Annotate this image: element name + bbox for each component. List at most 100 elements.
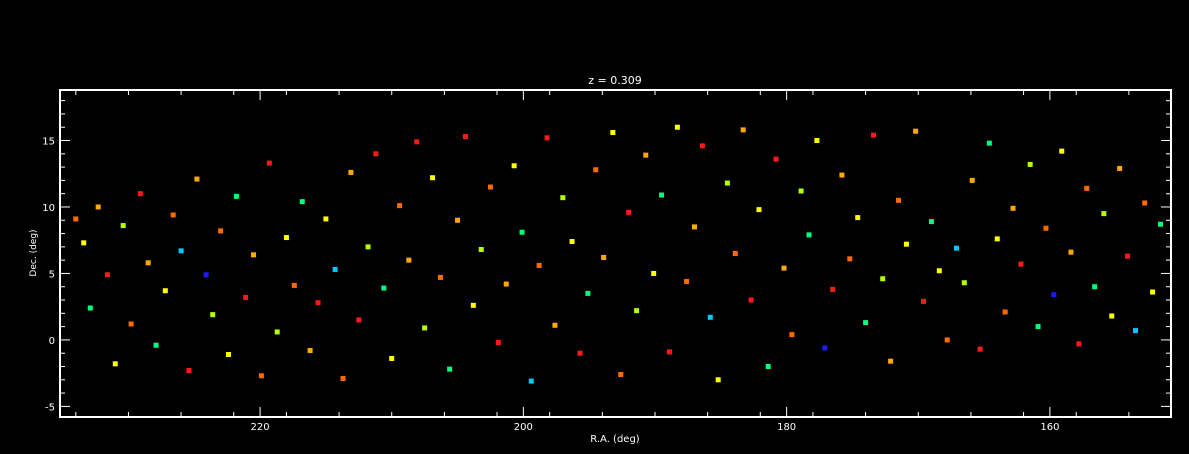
data-point [95,204,101,210]
data-point [186,367,192,373]
data-point [422,325,428,331]
data-point [1051,292,1057,298]
data-point [1027,161,1033,167]
data-point [1084,185,1090,191]
data-point [814,138,820,144]
data-point [389,356,395,362]
data-point [699,143,705,149]
data-point [519,229,525,235]
data-point [789,332,795,338]
data-point [913,128,919,134]
data-point [447,366,453,372]
data-point [1018,261,1024,267]
data-point [1157,221,1163,227]
data-point [936,268,942,274]
data-point [1043,225,1049,231]
data-point [87,305,93,311]
axis-ticks: 220 200 180 160 -5 0 5 10 15 [42,90,1171,433]
data-point [104,272,110,278]
data-point [470,302,476,308]
chart-title: z = 0.309 [588,74,641,87]
data-point [756,207,762,213]
data-point [381,285,387,291]
data-point [406,257,412,263]
data-point [1125,253,1131,259]
data-point [651,270,657,276]
y-axis-label: Dec. (deg) [29,229,39,276]
data-point [798,188,804,194]
data-point [365,244,371,250]
data-point [495,340,501,346]
data-point [414,139,420,145]
data-point [511,163,517,169]
data-point [643,152,649,158]
data-point [194,176,200,182]
data-point [1068,249,1074,255]
data-point [251,252,257,258]
data-point [806,232,812,238]
data-point [928,219,934,225]
data-point [659,192,665,198]
data-point [855,215,861,221]
data-point [73,216,79,222]
data-point [340,375,346,381]
data-point [178,248,184,254]
data-point [781,265,787,271]
data-point [332,266,338,272]
data-point [634,308,640,314]
data-point [773,156,779,162]
x-tick-label: 200 [514,422,533,433]
data-point [1150,289,1156,295]
data-point [822,345,828,351]
data-point [162,288,168,294]
data-point [145,260,151,266]
plot-frame [59,89,1172,418]
data-point [977,346,983,352]
data-point [560,195,566,201]
data-point [618,371,624,377]
y-tick-label: -5 [45,402,55,413]
data-point [552,322,558,328]
data-point [437,274,443,280]
data-point [487,184,493,190]
data-point [81,240,87,246]
data-point [880,276,886,282]
data-point [1076,341,1082,347]
data-point [536,262,542,268]
data-point [1132,328,1138,334]
data-point [748,297,754,303]
data-point [503,281,509,287]
data-point [225,352,231,358]
data-point [243,294,249,300]
data-point [315,300,321,306]
data-point [674,124,680,130]
data-point [569,239,575,245]
data-point [455,217,461,223]
data-point [593,167,599,173]
data-point [218,228,224,234]
y-tick-label: 10 [42,203,55,214]
data-point [120,223,126,229]
data-point [258,373,264,379]
data-point [544,135,550,141]
data-point [397,203,403,209]
data-point [953,245,959,251]
data-point [283,235,289,241]
data-point [847,256,853,262]
data-point [210,312,216,318]
data-point [128,321,134,327]
data-point [577,350,583,356]
data-point [153,342,159,348]
y-tick-label: 15 [42,137,55,148]
data-point [299,199,305,205]
data-point [233,193,239,199]
data-point [528,378,534,384]
data-point [715,377,721,383]
data-point [1002,309,1008,315]
data-point [356,317,362,323]
data-points [73,124,1163,384]
data-point [430,175,436,181]
x-tick-label: 180 [777,422,796,433]
data-point [740,127,746,133]
